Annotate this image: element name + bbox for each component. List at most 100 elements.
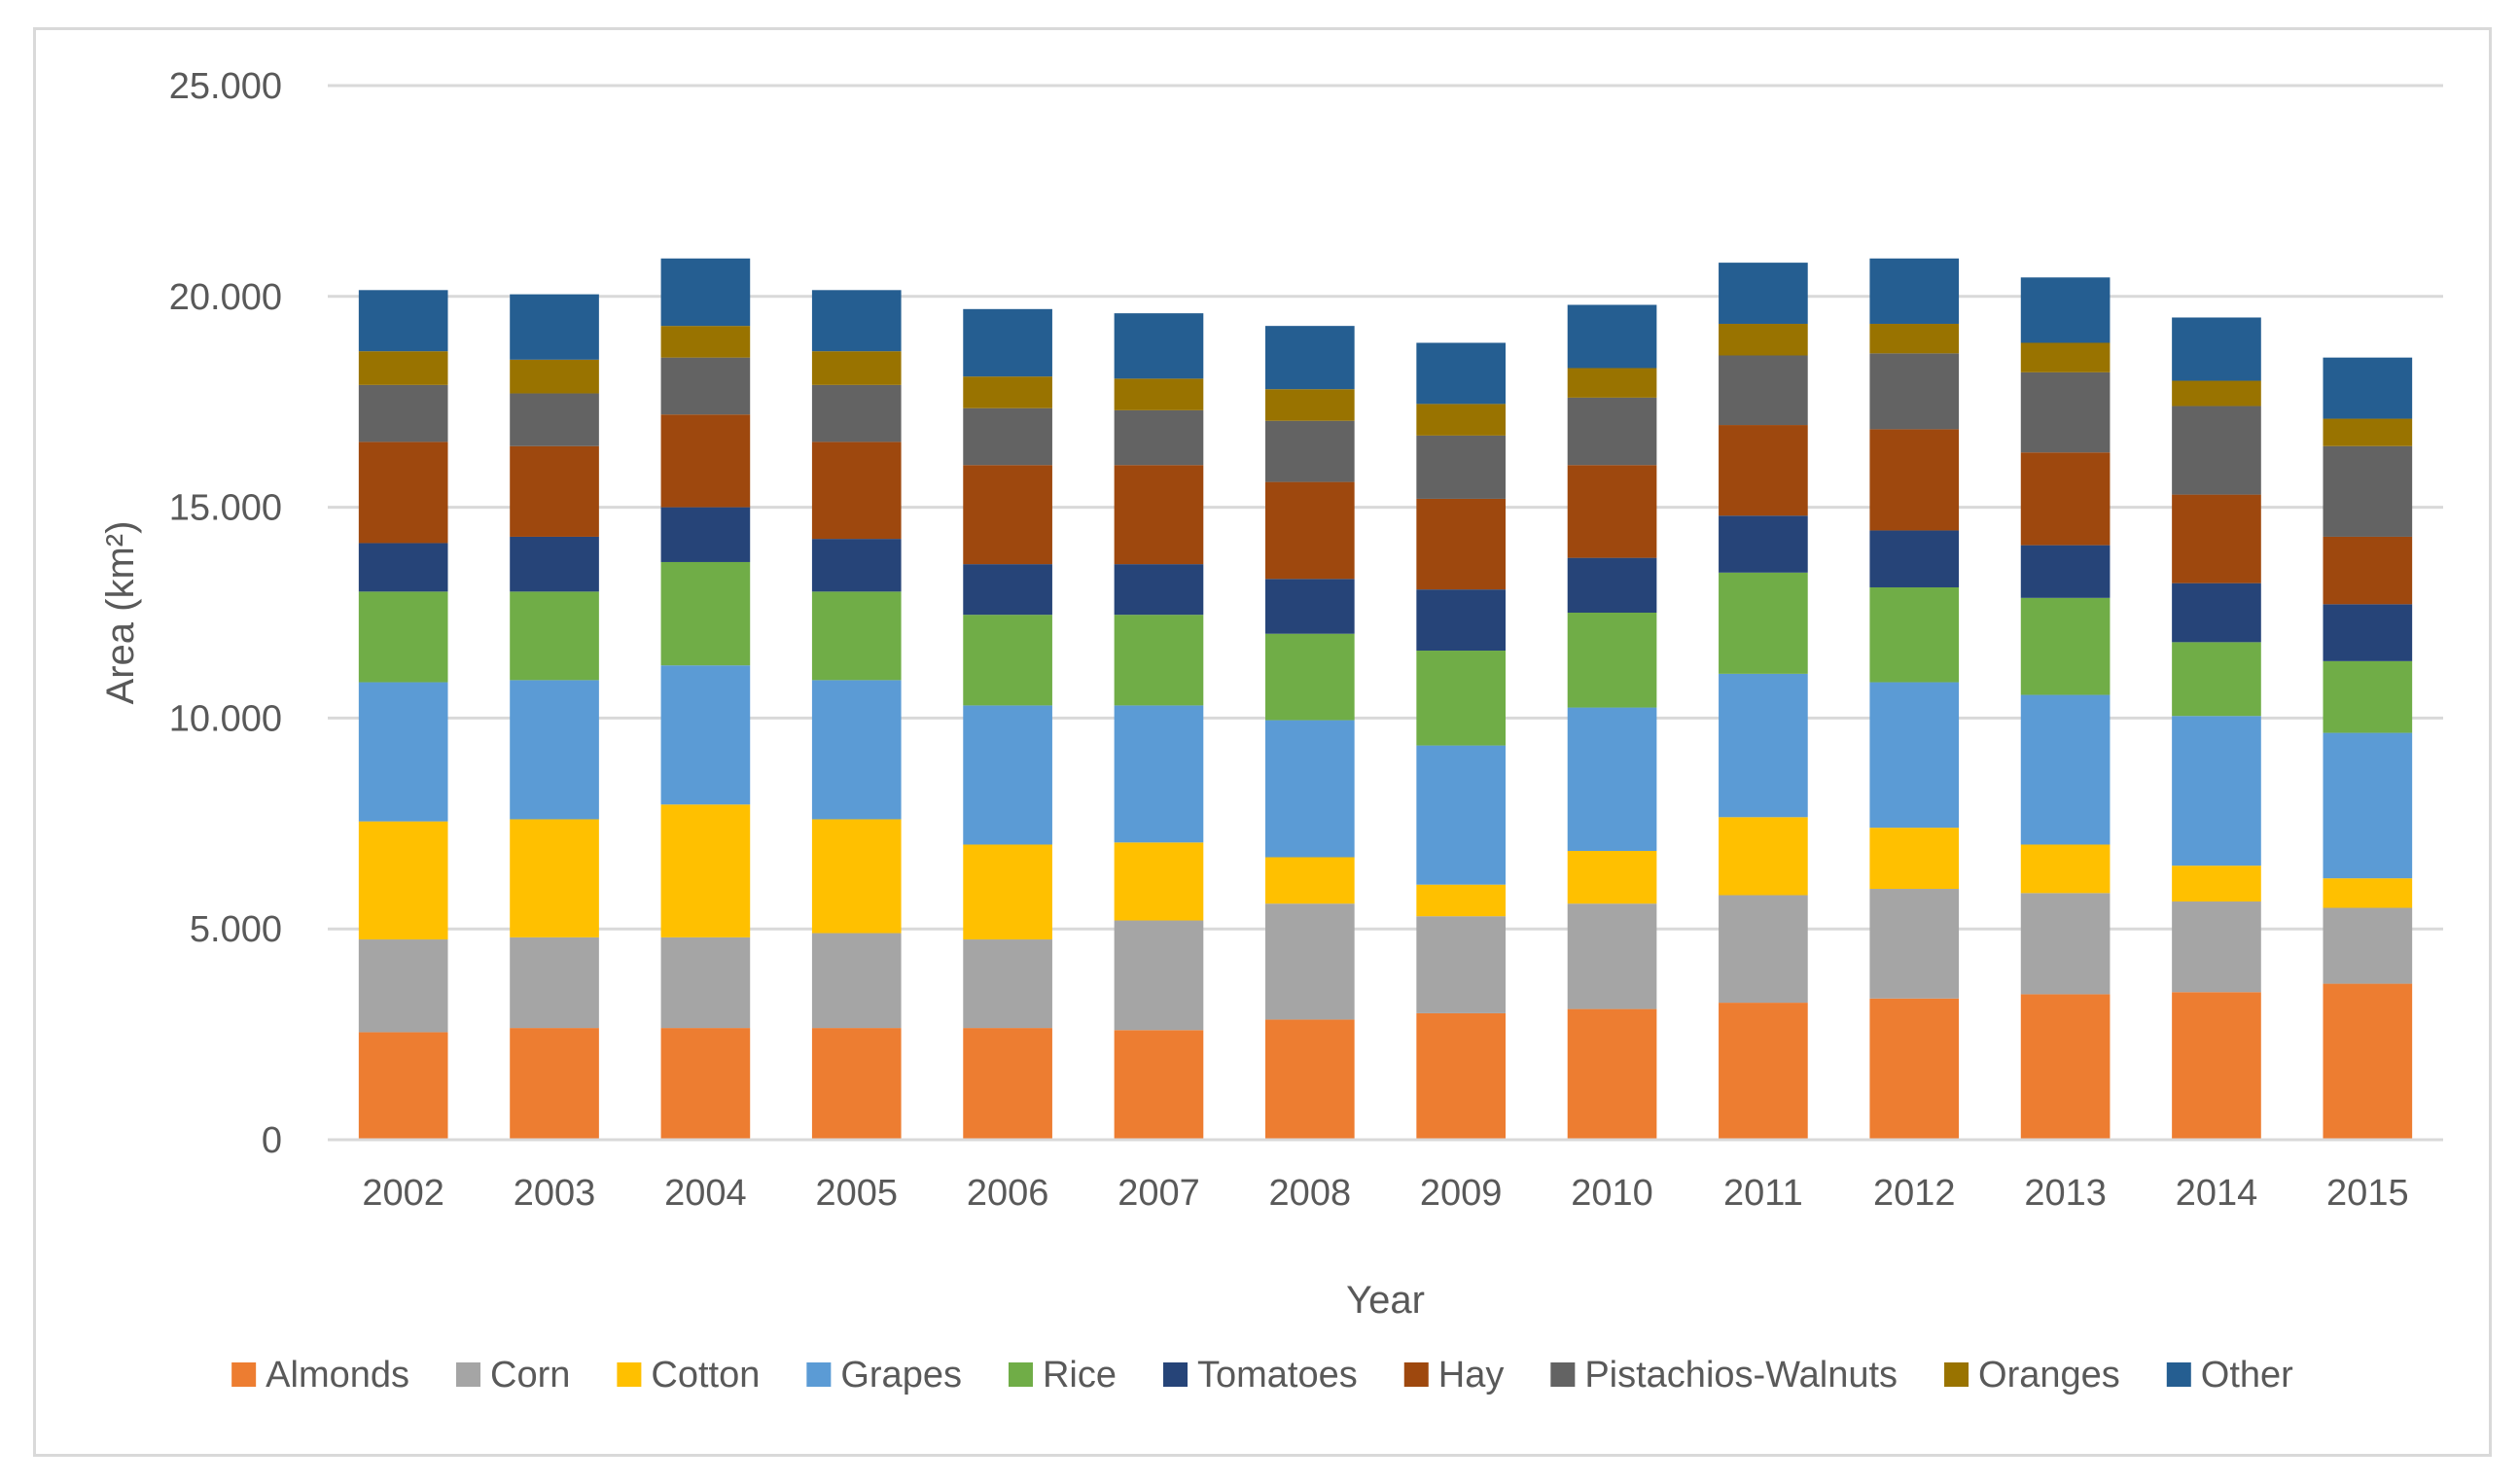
bar-segment-other <box>358 290 448 352</box>
bar-segment-oranges <box>510 359 599 394</box>
bar-segment-tomatoes <box>358 543 448 592</box>
bar-segment-rice <box>811 591 902 681</box>
bar-segment-rice <box>1869 586 1960 683</box>
chart-frame: 0 5.000 10.000 15.000 20.000 25.000 2002 2003 2… <box>33 27 2492 1457</box>
x-tick-label: 2011 <box>1723 1173 1803 1214</box>
x-tick-label: 2004 <box>664 1173 747 1214</box>
bar-segment-almonds <box>358 1032 448 1140</box>
legend-item-tomatoes: Tomatoes <box>1163 1355 1358 1396</box>
bar-segment-hay <box>1114 465 1204 565</box>
legend-item-pistachios-walnuts: Pistachios-Walnuts <box>1550 1355 1898 1396</box>
legend-swatch <box>2166 1362 2191 1387</box>
bar-segment-other <box>2323 357 2413 419</box>
bar-segment-other <box>1114 313 1204 379</box>
bar-segment-rice <box>963 615 1052 706</box>
x-axis-ticks: 2002 2003 2004 2005 2006 2007 2008 2009 2010 2011… <box>362 1173 2408 1214</box>
bar-segment-grapes <box>1567 707 1657 851</box>
bar-segment-grapes <box>660 665 751 805</box>
legend-label: Grapes <box>840 1355 962 1396</box>
bar-segment-pistachios-walnuts <box>963 407 1052 466</box>
legend-swatch <box>1403 1362 1429 1387</box>
bar-segment-hay <box>1264 481 1355 580</box>
legend-label: Pistachios-Walnuts <box>1584 1355 1898 1396</box>
bar-segment-grapes <box>963 705 1052 845</box>
bar-segment-almonds <box>510 1028 599 1140</box>
bar-segment-grapes <box>1719 673 1808 818</box>
bar-segment-tomatoes <box>2020 545 2111 598</box>
legend-label: Cotton <box>651 1355 760 1396</box>
bars <box>358 258 2413 1140</box>
bar-segment-hay <box>1719 425 1808 516</box>
bar-segment-corn <box>2020 893 2111 995</box>
bar-segment-corn <box>2172 901 2261 993</box>
gridlines <box>328 84 2443 931</box>
bar-segment-hay <box>2323 536 2413 605</box>
bar-segment-grapes <box>1114 705 1204 843</box>
bar-segment-cotton <box>2172 866 2261 902</box>
x-axis-title: Year <box>1346 1279 1425 1322</box>
bar-segment-oranges <box>1567 368 1657 398</box>
legend-label: Oranges <box>1978 1355 2120 1396</box>
bar-segment-pistachios-walnuts <box>811 384 902 442</box>
legend-item-rice: Rice <box>1008 1355 1117 1396</box>
bar-segment-corn <box>358 939 448 1033</box>
bar-segment-rice <box>510 591 599 681</box>
bar-segment-grapes <box>358 682 448 822</box>
bar-segment-other <box>2172 317 2261 381</box>
x-tick-label: 2006 <box>967 1173 1049 1214</box>
bar-segment-pistachios-walnuts <box>1416 435 1507 499</box>
bar-segment-hay <box>811 442 902 540</box>
bar-segment-tomatoes <box>811 539 902 592</box>
legend-item-grapes: Grapes <box>806 1355 962 1396</box>
legend-swatch <box>1163 1362 1189 1387</box>
bar-segment-almonds <box>2020 994 2111 1140</box>
bar-segment-pistachios-walnuts <box>358 384 448 442</box>
bar-segment-cotton <box>2323 878 2413 908</box>
bar-segment-rice <box>1719 572 1808 674</box>
y-tick-label: 10.000 <box>169 698 282 739</box>
bar-segment-oranges <box>963 376 1052 408</box>
bar-segment-almonds <box>1114 1030 1204 1140</box>
y-tick-label: 0 <box>262 1120 282 1161</box>
x-tick-label: 2005 <box>815 1173 898 1214</box>
bar-segment-tomatoes <box>2172 583 2261 643</box>
y-axis-title: Area (km²) <box>99 521 142 705</box>
x-tick-label: 2007 <box>1118 1173 1200 1214</box>
bar-segment-oranges <box>2172 380 2261 406</box>
bar-segment-other <box>963 308 1052 377</box>
legend-label: Hay <box>1438 1355 1505 1396</box>
bar-segment-oranges <box>811 351 902 385</box>
bar-segment-cotton <box>2020 844 2111 894</box>
bar-segment-pistachios-walnuts <box>1567 397 1657 466</box>
bar-segment-corn <box>1416 916 1507 1013</box>
bar-segment-tomatoes <box>1567 557 1657 613</box>
legend-item-almonds: Almonds <box>231 1355 409 1396</box>
bar-segment-almonds <box>1567 1008 1657 1140</box>
x-tick-label: 2012 <box>1873 1173 1956 1214</box>
bar-segment-cotton <box>1416 884 1507 917</box>
bar-segment-grapes <box>2172 716 2261 866</box>
bar-segment-tomatoes <box>2323 604 2413 661</box>
bar-segment-almonds <box>1869 998 1960 1140</box>
bar-segment-tomatoes <box>1114 564 1204 616</box>
bar-segment-corn <box>510 936 599 1029</box>
x-tick-label: 2015 <box>2326 1173 2409 1214</box>
legend-swatch <box>1944 1362 1969 1387</box>
bar-segment-rice <box>1114 615 1204 706</box>
bar-segment-tomatoes <box>1719 515 1808 573</box>
bar-segment-rice <box>358 591 448 683</box>
legend-label: Other <box>2201 1355 2293 1396</box>
legend-swatch <box>1550 1362 1576 1387</box>
bar-segment-almonds <box>811 1028 902 1140</box>
bar-segment-grapes <box>1416 745 1507 885</box>
x-tick-label: 2008 <box>1269 1173 1352 1214</box>
legend-swatch <box>806 1362 832 1387</box>
bar-segment-almonds <box>2323 983 2413 1140</box>
legend-label: Tomatoes <box>1197 1355 1358 1396</box>
bar-segment-oranges <box>2020 342 2111 372</box>
bar-segment-other <box>811 290 902 352</box>
y-tick-label: 20.000 <box>169 277 282 318</box>
bar-segment-cotton <box>358 821 448 940</box>
bar-segment-tomatoes <box>660 507 751 562</box>
